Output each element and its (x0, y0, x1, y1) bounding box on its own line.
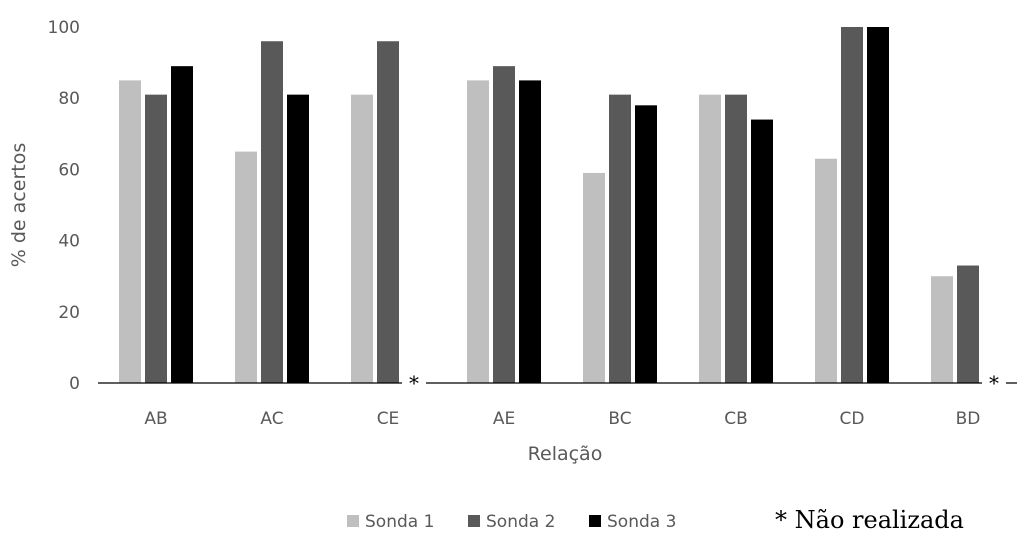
bar-ae-series-3 (519, 80, 541, 384)
x-tick-label: BC (608, 409, 631, 429)
y-axis-title: % de acertos (8, 143, 30, 267)
bar-ab-series-3 (171, 66, 193, 383)
legend-item-series-2: Sonda 2 (468, 512, 555, 532)
y-tick-label: 80 (58, 89, 80, 109)
bar-ce-series-1 (351, 94, 373, 383)
x-tick-label: BD (956, 409, 981, 429)
legend-swatch (468, 515, 480, 527)
y-tick-label: 20 (58, 303, 80, 323)
bar-ae-series-2 (493, 66, 515, 383)
bar-cd-series-1 (815, 158, 837, 383)
y-tick-label: 40 (58, 232, 80, 252)
bar-ab-series-1 (119, 80, 141, 384)
legend-swatch (347, 515, 359, 527)
legend-item-series-1: Sonda 1 (347, 512, 434, 532)
plot-area: * * (98, 27, 1017, 395)
bar-ac-series-3 (287, 94, 309, 383)
bar-ac-series-1 (235, 151, 257, 383)
y-tick-label: 100 (48, 18, 80, 38)
x-tick-label: AC (260, 409, 283, 429)
y-axis-ticks: 0 20 40 60 80 100 (48, 18, 80, 394)
bar-ce-series-2 (377, 41, 399, 384)
legend: Sonda 1 Sonda 2 Sonda 3 (347, 512, 676, 532)
bar-bc-series-2 (609, 94, 631, 383)
bar-ae-series-1 (467, 80, 489, 384)
bar-cb-series-3 (751, 119, 773, 383)
x-tick-label: CB (724, 409, 748, 429)
legend-label: Sonda 1 (365, 512, 434, 532)
bar-cb-series-2 (725, 94, 747, 383)
x-axis-ticks: AB AC CE AE BC CB CD BD (144, 409, 980, 429)
x-tick-label: CD (840, 409, 865, 429)
bar-bc-series-1 (583, 172, 605, 383)
x-tick-label: CE (377, 409, 400, 429)
x-axis-title: Relação (528, 443, 603, 465)
bar-cb-series-1 (699, 94, 721, 383)
x-tick-label: AB (144, 409, 167, 429)
bar-bd-series-2 (957, 265, 979, 383)
not-performed-note: * Não realizada (775, 506, 964, 534)
legend-label: Sonda 3 (607, 512, 676, 532)
legend-swatch (589, 515, 601, 527)
legend-label: Sonda 2 (486, 512, 555, 532)
bar-bc-series-3 (635, 105, 657, 383)
not-performed-marker-ce: * (409, 371, 419, 395)
not-performed-marker-bd: * (989, 371, 999, 395)
x-tick-label: AE (493, 409, 515, 429)
bar-cd-series-2 (841, 27, 863, 383)
bar-cd-series-3 (867, 27, 889, 383)
bar-bd-series-1 (931, 276, 953, 383)
bar-ab-series-2 (145, 94, 167, 383)
legend-item-series-3: Sonda 3 (589, 512, 676, 532)
bar-ac-series-2 (261, 41, 283, 384)
y-tick-label: 0 (69, 374, 80, 394)
y-tick-label: 60 (58, 160, 80, 180)
